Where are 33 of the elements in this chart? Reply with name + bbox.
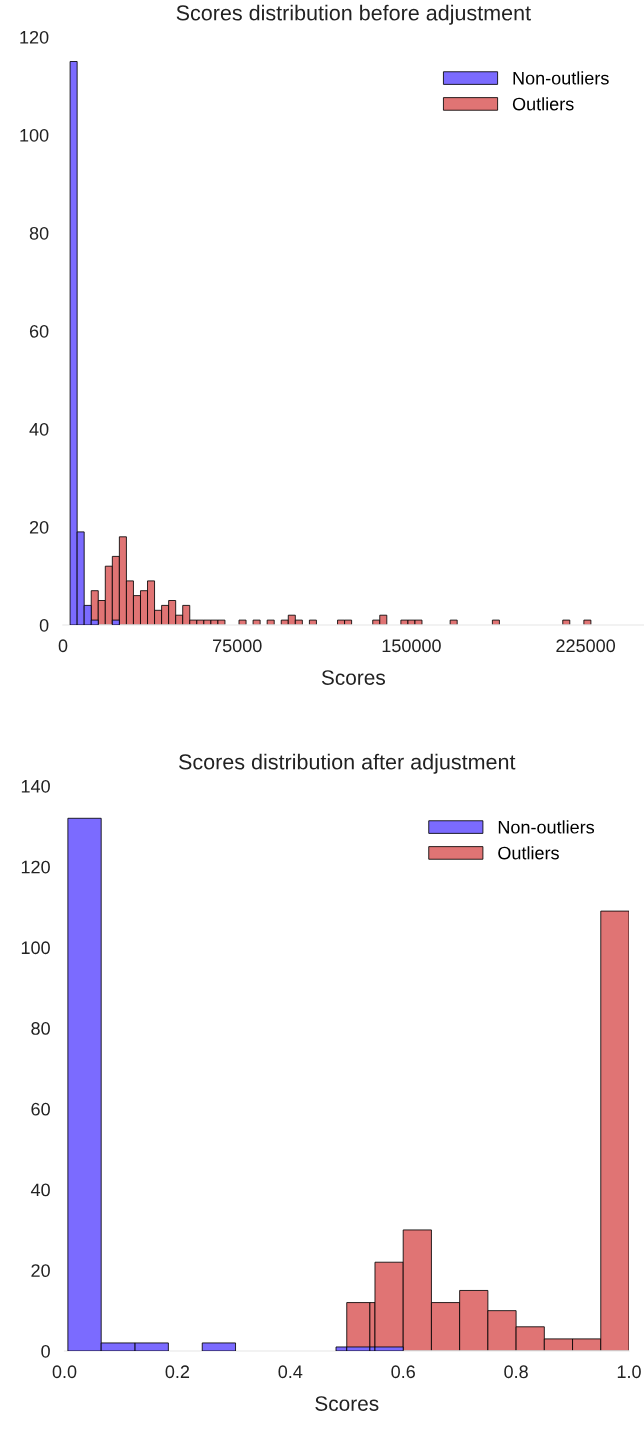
x-tick-label: 0.6 <box>391 1365 415 1379</box>
y-tick-label: 20 <box>29 520 49 534</box>
y-tick-label: 140 <box>21 779 50 793</box>
x-tick-label: 0.8 <box>504 1365 528 1379</box>
legend-label: Outliers <box>498 846 559 860</box>
x-tick-label: 0 <box>58 639 68 653</box>
y-tick-label: 100 <box>20 128 49 142</box>
y-tick-label: 80 <box>31 1022 50 1035</box>
chart-title: Scores distribution after adjustment <box>179 753 516 774</box>
y-tick-label: 120 <box>21 860 50 874</box>
x-tick-label: 75000 <box>213 639 262 653</box>
x-tick-label: 1.0 <box>617 1365 641 1379</box>
x-axis-title: Scores <box>315 1396 379 1411</box>
x-tick-label: 150000 <box>382 639 441 653</box>
y-tick-label: 80 <box>29 226 49 240</box>
legend-label: Non-outliers <box>513 71 609 85</box>
x-tick-label: 0.0 <box>52 1365 77 1379</box>
chart-title: Scores distribution before adjustment <box>176 4 531 25</box>
legend-label: Outliers <box>512 97 574 111</box>
x-axis-title: Scores <box>321 670 386 685</box>
y-tick-label: 120 <box>20 30 49 44</box>
legend-label: Non-outliers <box>498 820 595 834</box>
x-tick-label: 0.2 <box>165 1365 190 1379</box>
x-tick-label: 0.4 <box>278 1365 303 1379</box>
y-tick-label: 100 <box>21 941 50 955</box>
y-tick-label: 60 <box>31 1102 50 1116</box>
y-tick-label: 60 <box>29 324 49 338</box>
y-tick-label: 0 <box>39 618 49 632</box>
y-tick-label: 20 <box>31 1264 50 1278</box>
y-tick-label: 40 <box>30 1183 50 1197</box>
y-tick-label: 0 <box>41 1344 50 1358</box>
y-tick-label: 40 <box>29 422 49 436</box>
x-tick-label: 225000 <box>556 639 616 653</box>
